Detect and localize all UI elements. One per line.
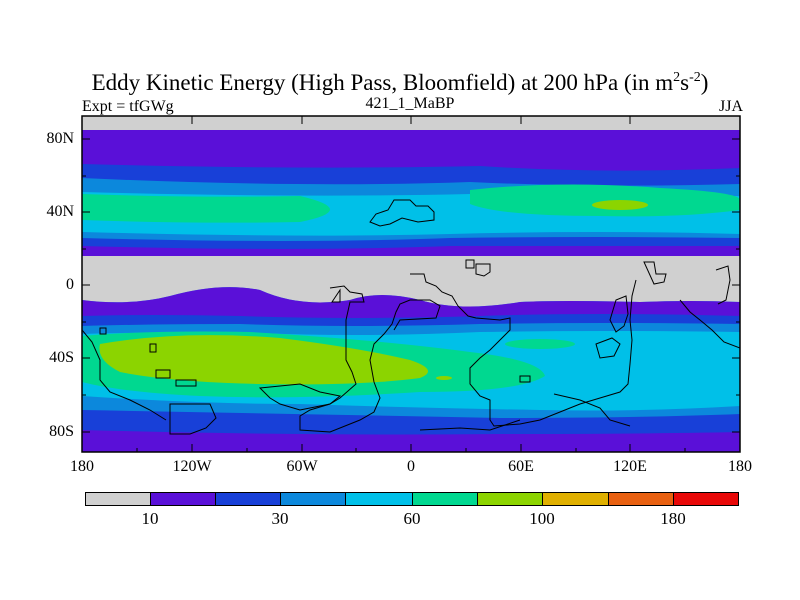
lon-label-120w: 120W xyxy=(172,458,212,475)
legend-swatch xyxy=(673,492,739,506)
legend-swatch xyxy=(215,492,281,506)
legend-label-10: 10 xyxy=(141,509,159,528)
legend-swatch xyxy=(412,492,478,506)
legend-swatch xyxy=(608,492,674,506)
map-title: Eddy Kinetic Energy (High Pass, Bloomfie… xyxy=(91,70,709,95)
lon-ticks xyxy=(136,116,686,452)
lon-label-60e: 60E xyxy=(508,458,534,475)
legend-swatch xyxy=(477,492,543,506)
legend-swatch xyxy=(280,492,346,506)
lon-label-180e: 180 xyxy=(728,458,752,475)
lon-label-60w: 60W xyxy=(286,458,318,475)
lat-label-0: 0 xyxy=(66,276,74,293)
legend-swatch xyxy=(542,492,609,506)
lon-label-180w: 180 xyxy=(70,458,94,475)
lat-label-80s: 80S xyxy=(49,423,74,440)
legend-swatch xyxy=(345,492,413,506)
legend-label-180: 180 xyxy=(660,509,686,528)
lat-label-40n: 40N xyxy=(46,203,74,220)
season-label: JJA xyxy=(718,98,743,115)
legend-swatch xyxy=(85,492,151,506)
lat-label-80n: 80N xyxy=(46,130,74,147)
lon-label-120e: 120E xyxy=(613,458,647,475)
legend-swatch xyxy=(150,492,216,506)
lon-label-0: 0 xyxy=(407,458,415,475)
legend-label-60: 60 xyxy=(403,509,421,528)
lat-label-40s: 40S xyxy=(49,349,74,366)
lat-ticks xyxy=(82,138,740,433)
coastlines xyxy=(82,199,740,435)
legend-label-100: 100 xyxy=(529,509,555,528)
contour-field xyxy=(82,116,740,452)
experiment-label: Expt = tfGWg xyxy=(82,98,174,115)
legend-label-30: 30 xyxy=(271,509,289,528)
run-id-label: 421_1_MaBP xyxy=(365,95,455,112)
